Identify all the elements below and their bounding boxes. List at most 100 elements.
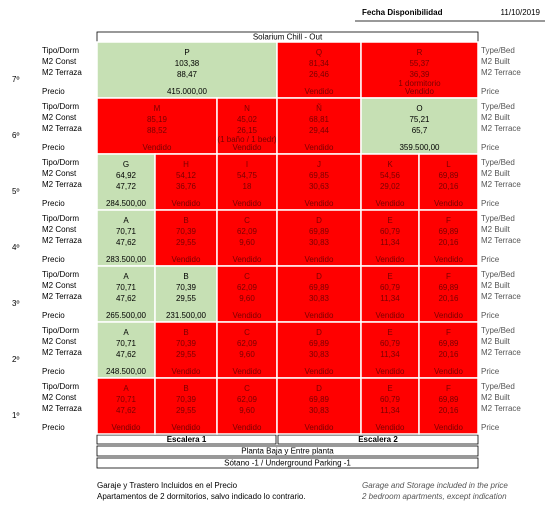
unit-cell xyxy=(418,153,479,211)
unit-status: Vendido xyxy=(172,199,201,208)
stair-box xyxy=(96,434,277,445)
row-label-en: M2 Terrace xyxy=(481,68,521,77)
unit-letter: D xyxy=(316,384,322,393)
unit-m2-terrace: 88,52 xyxy=(147,126,168,135)
unit-m2-const: 85,19 xyxy=(147,115,168,124)
unit-m2-terrace: 29,55 xyxy=(176,406,197,415)
row-label: M2 Const xyxy=(42,281,77,290)
unit-m2-terrace: 20,16 xyxy=(438,182,459,191)
row-label: Tipo/Dorm xyxy=(42,382,79,391)
row-label: M2 Terraza xyxy=(42,348,82,357)
unit-cell xyxy=(154,377,218,435)
ground-box xyxy=(96,445,479,457)
unit-letter: F xyxy=(446,272,451,281)
unit-m2-terrace: 36,39 xyxy=(409,70,430,79)
row-label-en: Price xyxy=(481,199,500,208)
unit-letter: A xyxy=(123,216,129,225)
unit-status: 284.500,00 xyxy=(106,199,147,208)
unit-status: Vendido xyxy=(434,423,463,432)
unit-cell xyxy=(360,265,420,323)
unit-letter: B xyxy=(183,272,188,281)
row-label: M2 Const xyxy=(42,57,77,66)
unit-cell xyxy=(360,209,420,267)
unit-m2-terrace: 47,62 xyxy=(116,350,137,359)
unit-letter: D xyxy=(316,272,322,281)
unit-status: Vendido xyxy=(233,255,262,264)
unit-m2-terrace: 47,72 xyxy=(116,182,137,191)
row-label: Precio xyxy=(42,143,65,152)
unit-m2-terrace: 11,34 xyxy=(380,350,400,359)
unit-status: 248.500,00 xyxy=(106,367,147,376)
note: Garaje y Trastero Incluidos en el Precio xyxy=(97,481,238,490)
unit-m2-const: 45,02 xyxy=(237,115,258,124)
unit-letter: Ñ xyxy=(316,104,322,113)
unit-m2-const: 54,12 xyxy=(176,171,197,180)
unit-m2-terrace: 29,55 xyxy=(176,350,197,359)
title: Solarium Chill - Out xyxy=(253,33,323,42)
unit-m2-terrace: 47,62 xyxy=(116,294,137,303)
row-label-en: Type/Bed xyxy=(481,382,515,391)
unit-status: Vendido xyxy=(233,199,262,208)
unit-cell xyxy=(276,41,362,99)
unit-status: Vendido xyxy=(376,367,405,376)
unit-letter: C xyxy=(244,384,250,393)
unit-status: Vendido xyxy=(376,255,405,264)
row-label: Precio xyxy=(42,367,65,376)
row-label: M2 Terraza xyxy=(42,68,82,77)
unit-m2-const: 60,79 xyxy=(380,339,401,348)
unit-letter: A xyxy=(123,384,129,393)
unit-letter: D xyxy=(316,216,322,225)
unit-status: Vendido xyxy=(434,199,463,208)
stair-label: Escalera 2 xyxy=(358,435,398,444)
unit-m2-terrace: 65,7 xyxy=(412,126,428,135)
unit-cell xyxy=(276,97,362,155)
unit-m2-terrace: 20,16 xyxy=(438,238,459,247)
unit-m2-const: 70,39 xyxy=(176,395,197,404)
row-label-en: M2 Built xyxy=(481,113,511,122)
row-label-en: Type/Bed xyxy=(481,326,515,335)
unit-cell xyxy=(154,265,218,323)
unit-m2-const: 81,34 xyxy=(309,59,330,68)
row-label: Tipo/Dorm xyxy=(42,214,79,223)
unit-m2-const: 69,89 xyxy=(309,339,330,348)
unit-cell xyxy=(154,153,218,211)
unit-m2-const: 62,09 xyxy=(237,395,258,404)
unit-cell xyxy=(96,265,156,323)
row-label-en: Price xyxy=(481,367,500,376)
row-label: M2 Terraza xyxy=(42,180,82,189)
unit-status: Vendido xyxy=(434,367,463,376)
unit-m2-terrace: 30,83 xyxy=(309,350,330,359)
unit-m2-terrace: 30,83 xyxy=(309,294,330,303)
unit-m2-const: 60,79 xyxy=(380,227,401,236)
row-label-en: M2 Terrace xyxy=(481,236,521,245)
unit-cell xyxy=(276,377,362,435)
unit-cell xyxy=(276,321,362,379)
row-label: Tipo/Dorm xyxy=(42,270,79,279)
unit-m2-terrace: 9,60 xyxy=(239,294,255,303)
unit-m2-terrace: 47,62 xyxy=(116,406,137,415)
unit-letter: B xyxy=(183,216,188,225)
unit-m2-const: 70,39 xyxy=(176,339,197,348)
stair-label: Escalera 1 xyxy=(167,435,207,444)
unit-m2-terrace: 30,63 xyxy=(309,182,330,191)
unit-m2-const: 62,09 xyxy=(237,283,258,292)
row-label: Precio xyxy=(42,199,65,208)
unit-letter: K xyxy=(387,160,393,169)
unit-note: (1 baño / 1 bedr) xyxy=(217,135,276,144)
row-label: Tipo/Dorm xyxy=(42,46,79,55)
floor-label: 7º xyxy=(12,75,19,84)
unit-status: Vendido xyxy=(233,143,262,152)
row-label-en: Type/Bed xyxy=(481,46,515,55)
unit-status: Vendido xyxy=(434,311,463,320)
row-label: M2 Terraza xyxy=(42,236,82,245)
unit-letter: P xyxy=(184,48,189,57)
unit-letter: D xyxy=(316,328,322,337)
unit-m2-terrace: 9,60 xyxy=(239,238,255,247)
unit-m2-const: 68,81 xyxy=(309,115,330,124)
unit-m2-terrace: 26,15 xyxy=(237,126,258,135)
floor-label: 4º xyxy=(12,243,19,252)
note-en: Garage and Storage included in the price xyxy=(362,481,508,490)
unit-letter: A xyxy=(123,272,129,281)
unit-m2-const: 70,71 xyxy=(116,283,137,292)
